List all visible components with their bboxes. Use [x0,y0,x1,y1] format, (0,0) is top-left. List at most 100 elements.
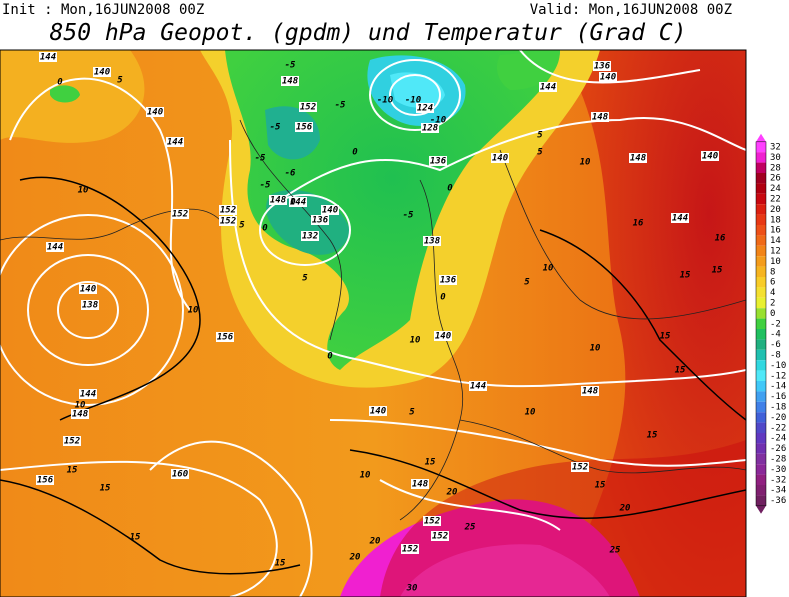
temperature-label: -5 [335,101,346,111]
map-field [0,50,746,597]
contour-label-bg [599,72,617,82]
colorbar-label: -16 [770,392,786,402]
geopotential-label: 136 [440,276,457,286]
temperature-label: 5 [239,221,245,231]
geopotential-label: 144 [47,243,63,253]
contour-label-bg [421,123,439,133]
colorbar-label: 0 [770,309,775,319]
colorbar-swatch [756,495,766,506]
colorbar-swatch [756,225,766,236]
contour-label-bg [321,205,339,215]
contour-label-bg [311,215,329,225]
colorbar-swatch [756,339,766,350]
geopotential-label: 148 [592,113,608,123]
colorbar-label: -14 [770,382,786,392]
geopotential-label: 148 [282,77,298,87]
geopotential-label: 140 [94,68,111,78]
contour-label-bg [423,516,441,526]
colorbar-label: 8 [770,267,775,277]
geopotential-label: 144 [80,390,96,400]
temperature-label: -10 [430,116,447,126]
coastlines [0,119,746,521]
contour-label-bg [671,213,689,223]
colorbar-swatch [756,349,766,361]
colorbar-label: -4 [770,330,781,340]
temperature-label: 0 [352,148,358,158]
colorbar-swatch [756,474,766,485]
geopotential-label: 124 [417,104,433,114]
geopotential-label: 136 [312,216,329,226]
geopotential-label: 152 [172,210,188,220]
geopotential-label: 148 [270,196,286,206]
colorbar-label: 32 [770,143,781,153]
contour-label-bg [219,205,237,215]
temperature-label: 5 [524,278,530,288]
colorbar-swatch [756,173,766,184]
temperature-label: 20 [369,537,381,547]
colorbar-swatch [756,152,766,163]
colorbar-label: -34 [770,486,786,496]
temperature-label: 15 [595,481,606,491]
temperature-label: 10 [188,306,199,316]
temperature-label: 10 [360,471,371,481]
geopotential-label: 156 [37,476,54,486]
temperature-label: 10 [525,408,536,418]
contour-label-bg [79,389,97,399]
contour-label-bg [416,103,434,113]
colorbar-label: -8 [770,351,781,361]
geopotential-label: 136 [594,62,611,72]
colorbar-label: -2 [770,319,781,329]
temperature-label: 10 [580,158,591,168]
contour-label-bg [146,107,164,117]
colorbar-label: -24 [770,434,786,444]
temperature-label: 15 [680,271,691,281]
colorbar-swatch [756,183,766,194]
temperature-label: 15 [675,366,686,376]
colorbar-swatch [756,266,766,277]
colorbar-swatch [756,162,766,173]
colorbar-label: -26 [770,444,786,454]
colorbar-swatch [756,329,766,340]
temperature-label: 0 [290,198,296,208]
contour-label-bg [401,544,419,554]
contour-label-bg [93,67,111,77]
geopotential-label: 144 [470,382,486,392]
contour-label-bg [166,137,184,147]
contour-label-bg [216,332,234,342]
geopotential-label: 152 [424,517,440,527]
colorbar-label: 18 [770,215,781,225]
temperature-label: -5 [255,154,266,164]
colorbar-swatch [756,204,766,215]
geopotential-label: 144 [40,53,56,63]
colorbar-label: 28 [770,163,781,173]
geopotential-label: 140 [322,206,339,216]
colorbar-swatch [756,485,766,496]
map-title: 850 hPa Geopot. (gpdm) und Temperatur (G… [50,20,687,46]
geopotential-label: 138 [424,237,440,247]
colorbar-swatch [756,412,766,423]
colorbar-label: -28 [770,455,786,465]
contour-label-bg [46,242,64,252]
temperature-label: 5 [537,131,543,141]
geopotential-label: 144 [540,83,556,93]
colorbar-label: 24 [770,184,781,194]
contour-label-bg [593,61,611,71]
temperature-label: 10 [590,344,601,354]
temperature-label: 15 [647,431,658,441]
colorbar-label: 12 [770,247,781,257]
temperature-label: 5 [117,76,123,86]
colorbar-swatch [756,214,766,225]
contour-label-bg [411,479,429,489]
contour-label-bg [171,469,189,479]
contour-label-bg [491,153,509,163]
colorbar-swatch [756,360,766,371]
contour-label-bg [301,231,319,241]
temperature-label: 0 [440,293,446,303]
temperature-label: 15 [100,484,111,494]
colorbar-label: 26 [770,174,781,184]
temperature-label: 15 [67,466,78,476]
colorbar-swatch [756,297,766,309]
colorbar-label: 6 [770,278,775,288]
